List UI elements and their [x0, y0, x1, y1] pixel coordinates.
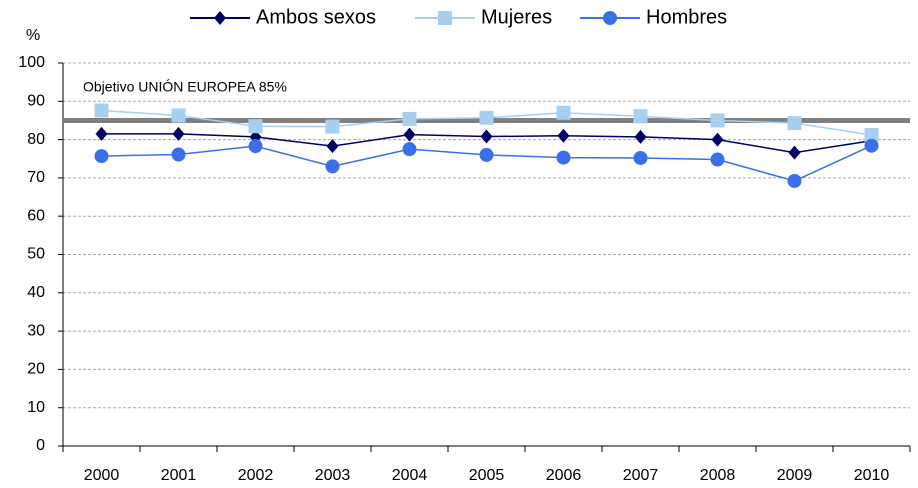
data-point [710, 113, 725, 128]
legend-label: Hombres [646, 6, 727, 28]
data-point [402, 142, 417, 157]
y-tick-label: 100 [18, 54, 45, 71]
data-point [557, 128, 570, 143]
x-tick-label: 2006 [546, 467, 582, 484]
data-point [787, 116, 802, 131]
data-point [634, 129, 647, 144]
x-tick-label: 2010 [854, 467, 890, 484]
data-point [480, 129, 493, 144]
x-tick-label: 2008 [700, 467, 736, 484]
x-tick-label: 2001 [161, 467, 197, 484]
data-point [326, 139, 339, 154]
legend-marker [603, 11, 617, 25]
data-point [325, 119, 340, 134]
data-point [479, 147, 494, 162]
data-point [864, 128, 879, 143]
data-point [248, 119, 263, 134]
y-tick-label: 0 [36, 437, 45, 454]
data-point [788, 145, 801, 160]
x-tick-label: 2000 [84, 467, 120, 484]
legend-label: Ambos sexos [256, 6, 376, 28]
legend-label: Mujeres [481, 6, 552, 28]
x-tick-label: 2007 [623, 467, 659, 484]
data-point [95, 126, 108, 141]
legend-marker [214, 11, 226, 25]
data-point [402, 111, 417, 126]
y-tick-label: 70 [27, 169, 45, 186]
y-tick-label: 10 [27, 399, 45, 416]
x-tick-label: 2009 [777, 467, 813, 484]
x-tick-label: 2002 [238, 467, 274, 484]
y-tick-label: 30 [27, 322, 45, 339]
data-point [171, 147, 186, 162]
data-point [710, 152, 725, 167]
x-tick-label: 2004 [392, 467, 428, 484]
legend-marker [438, 11, 452, 25]
data-point [403, 127, 416, 142]
y-tick-label: 80 [27, 131, 45, 148]
data-point [787, 173, 802, 188]
data-point [633, 109, 648, 124]
x-tick-label: 2003 [315, 467, 351, 484]
data-point [325, 159, 340, 174]
x-tick-label: 2005 [469, 467, 505, 484]
data-point [633, 150, 648, 165]
data-point [556, 105, 571, 120]
data-point [172, 126, 185, 141]
data-point [94, 149, 109, 164]
y-tick-label: 20 [27, 361, 45, 378]
data-point [479, 110, 494, 125]
y-tick-label: 90 [27, 93, 45, 110]
data-point [94, 103, 109, 118]
data-point [248, 139, 263, 154]
data-point [864, 138, 879, 153]
data-point [556, 150, 571, 165]
data-point [171, 108, 186, 123]
y-axis-label: % [26, 27, 40, 44]
target-label: Objetivo UNIÓN EUROPEA 85% [83, 79, 287, 95]
data-point [711, 132, 724, 147]
y-tick-label: 50 [27, 246, 45, 263]
y-tick-label: 60 [27, 207, 45, 224]
y-tick-label: 40 [27, 284, 45, 301]
